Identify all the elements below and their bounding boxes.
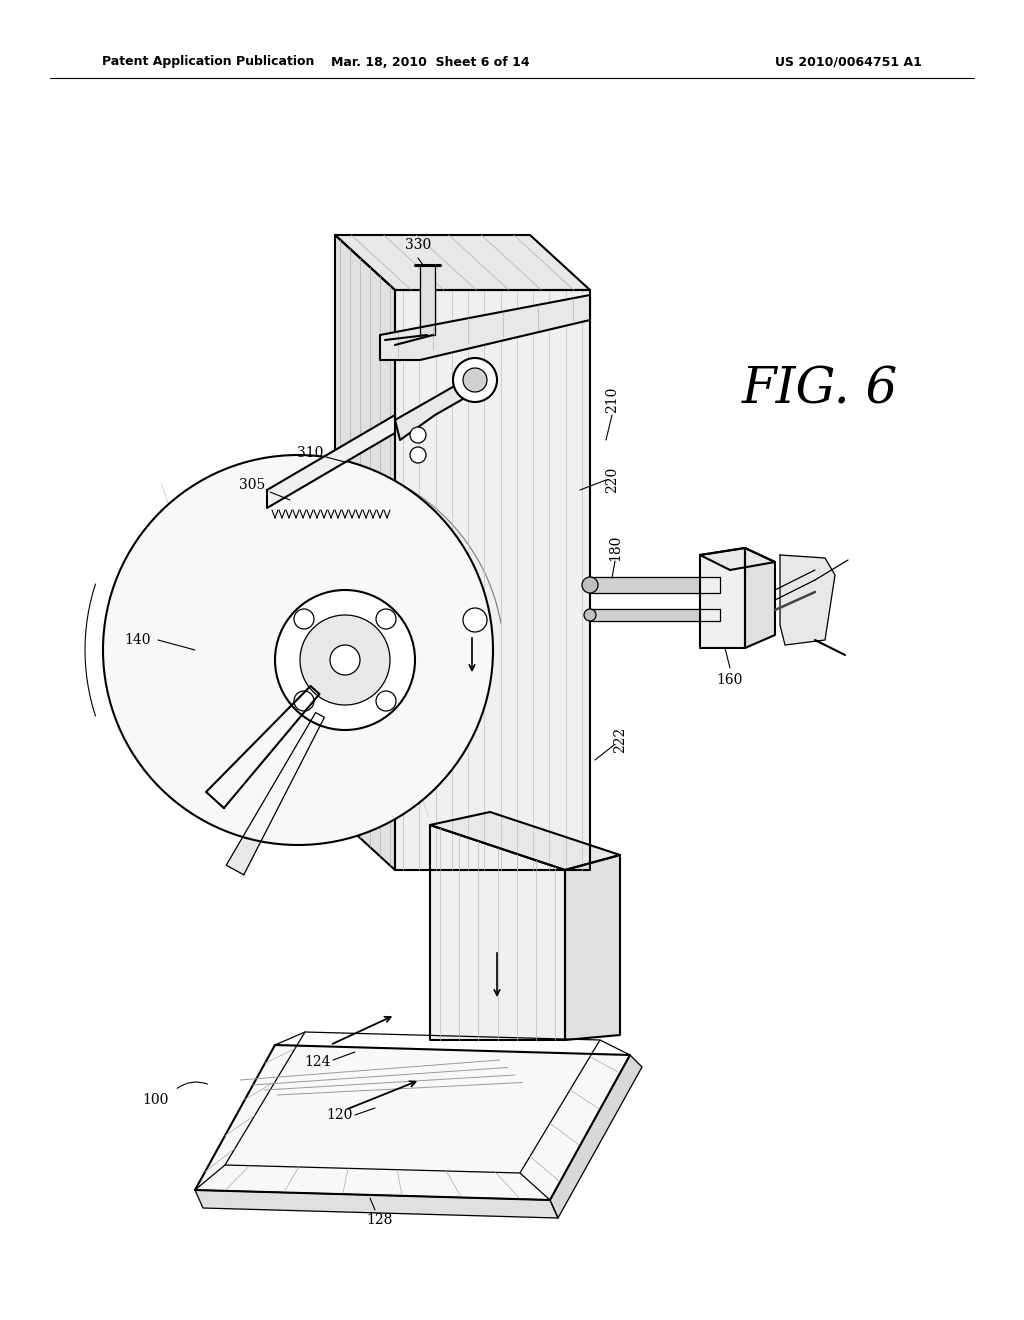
Polygon shape xyxy=(267,486,292,558)
Polygon shape xyxy=(267,414,395,508)
Circle shape xyxy=(453,358,497,403)
Text: 128: 128 xyxy=(367,1213,393,1228)
Polygon shape xyxy=(206,686,319,808)
Text: 180: 180 xyxy=(608,535,622,561)
Text: 160: 160 xyxy=(717,673,743,686)
Circle shape xyxy=(294,609,314,630)
Polygon shape xyxy=(700,548,745,648)
Circle shape xyxy=(410,447,426,463)
Circle shape xyxy=(294,690,314,711)
Text: 140: 140 xyxy=(125,634,152,647)
Circle shape xyxy=(376,690,396,711)
Polygon shape xyxy=(780,554,835,645)
Circle shape xyxy=(463,368,487,392)
Polygon shape xyxy=(195,486,292,508)
Circle shape xyxy=(275,590,415,730)
Circle shape xyxy=(584,609,596,620)
Text: Mar. 18, 2010  Sheet 6 of 14: Mar. 18, 2010 Sheet 6 of 14 xyxy=(331,55,529,69)
Circle shape xyxy=(463,609,487,632)
Text: 124: 124 xyxy=(305,1055,331,1069)
Polygon shape xyxy=(195,1191,558,1218)
Text: 310: 310 xyxy=(297,446,324,459)
Circle shape xyxy=(300,615,390,705)
Text: 330: 330 xyxy=(404,238,431,252)
Polygon shape xyxy=(565,855,620,1040)
Text: 210: 210 xyxy=(605,387,618,413)
Polygon shape xyxy=(195,508,267,558)
Text: 120: 120 xyxy=(327,1107,353,1122)
Circle shape xyxy=(103,455,493,845)
Circle shape xyxy=(582,577,598,593)
Polygon shape xyxy=(335,235,395,870)
Polygon shape xyxy=(550,1055,642,1218)
Polygon shape xyxy=(745,548,775,648)
Text: 220: 220 xyxy=(605,467,618,494)
Polygon shape xyxy=(195,1045,630,1200)
Text: 222: 222 xyxy=(613,727,627,754)
Polygon shape xyxy=(430,812,620,870)
Circle shape xyxy=(410,426,426,444)
Polygon shape xyxy=(430,825,565,1040)
Polygon shape xyxy=(700,548,775,570)
Circle shape xyxy=(376,609,396,630)
Text: 305: 305 xyxy=(239,478,265,492)
Polygon shape xyxy=(420,265,435,335)
Text: 100: 100 xyxy=(141,1093,168,1107)
Text: US 2010/0064751 A1: US 2010/0064751 A1 xyxy=(775,55,922,69)
Polygon shape xyxy=(380,294,590,360)
Polygon shape xyxy=(590,609,720,620)
Polygon shape xyxy=(395,290,590,870)
Text: FIG. 6: FIG. 6 xyxy=(741,366,898,414)
Circle shape xyxy=(330,645,360,675)
Polygon shape xyxy=(395,375,485,440)
Text: Patent Application Publication: Patent Application Publication xyxy=(102,55,314,69)
Polygon shape xyxy=(335,235,590,290)
Polygon shape xyxy=(590,577,720,593)
Polygon shape xyxy=(226,713,325,875)
